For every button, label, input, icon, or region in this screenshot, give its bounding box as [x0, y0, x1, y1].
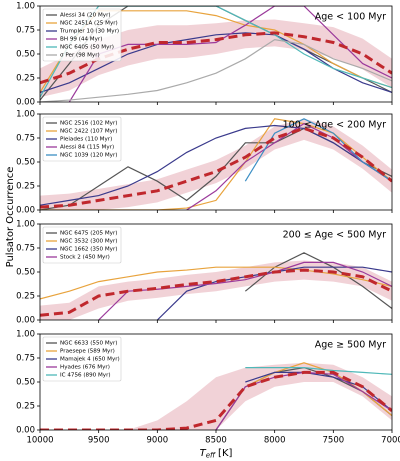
x-tick-label: 9500: [88, 436, 110, 446]
series-line: [68, 6, 392, 102]
legend-label: IC 4756 (890 Myr): [60, 373, 111, 379]
x-tick-label: 9000: [147, 436, 169, 446]
legend-label: Mamajek 4 (650 Myr): [60, 357, 120, 363]
y-tick-label: 0.50: [16, 378, 35, 388]
panel: 0.00 0.25 0.50 0.75 1.00 10000 9500 9000 8500 800…: [16, 330, 400, 460]
panel-title: 200 ≤ Age < 500 Myr: [283, 230, 386, 241]
y-tick-label: 1.00: [16, 330, 35, 340]
series-line: [245, 362, 392, 417]
y-tick-label: 1.00: [16, 110, 35, 120]
y-tick-label: 1.00: [16, 2, 35, 12]
legend-box: [42, 8, 122, 62]
y-tick-label: 0.25: [16, 402, 35, 412]
legend-label: NGC 6475 (205 Myr): [60, 231, 117, 237]
confidence-band: [40, 118, 392, 210]
legend-label: NGC 1039 (120 Myr): [60, 153, 117, 159]
legend-label: Hyades (676 Myr): [60, 365, 110, 371]
series-line: [40, 124, 392, 206]
x-axis-label-part: [K]: [218, 448, 232, 459]
legend-box: [42, 226, 122, 264]
series-line: [244, 252, 392, 309]
y-tick-label: 0.75: [16, 26, 35, 36]
panel: 0.00 0.25 0.50 0.75 1.00 100 ≤ Age < 200 Myr N…: [16, 110, 393, 216]
y-tick-label: 0.00: [16, 206, 35, 216]
panel-title: 100 ≤ Age < 200 Myr: [283, 120, 386, 131]
panel-title: Age < 100 Myr: [315, 12, 386, 23]
y-tick-label: 0.50: [16, 50, 35, 60]
legend-label: Alessi 34 (20 Myr): [60, 13, 111, 19]
legend-label: NGC 1662 (350 Myr): [60, 247, 117, 253]
series-line: [245, 367, 392, 375]
y-tick-label: 0.25: [16, 74, 35, 84]
y-tick-label: 0.25: [16, 292, 35, 302]
series-line: [40, 6, 392, 98]
x-tick-label: 7500: [323, 436, 345, 446]
panel-title: Age ≥ 500 Myr: [315, 340, 386, 351]
y-tick-label: 0.25: [16, 182, 35, 192]
x-tick-label: 8500: [205, 436, 227, 446]
y-tick-label: 0.50: [16, 268, 35, 278]
legend-label: Pleiades (110 Myr): [60, 137, 112, 143]
y-tick-label: 0.00: [16, 316, 35, 326]
legend-label: NGC 2516 (102 Myr): [60, 121, 117, 127]
legend-label: NGC 6633 (550 Myr): [60, 341, 117, 347]
x-tick-label: 10000: [26, 436, 53, 446]
mean-line: [40, 370, 392, 430]
y-tick-label: 0.00: [16, 426, 35, 436]
x-axis-label: Teff [K]: [200, 448, 233, 460]
legend-label: Alessi 84 (115 Myr): [60, 145, 114, 151]
legend-box: [42, 116, 122, 162]
confidence-band: [40, 19, 392, 98]
legend-label: NGC 2451A (25 Myr): [60, 21, 118, 27]
mean-line: [40, 126, 392, 209]
x-tick-label: 8000: [264, 436, 286, 446]
legend-label: BH 99 (44 Myr): [60, 37, 102, 43]
x-tick-label: 7000: [381, 436, 400, 446]
legend-label: σ Per (98 Myr): [60, 53, 100, 59]
legend-box: [42, 336, 122, 382]
x-axis-label-part: eff: [206, 452, 216, 460]
x-axis-label-part: T: [200, 448, 207, 459]
legend-label: Stock 2 (450 Myr): [60, 255, 110, 261]
panel: 0.00 0.25 0.50 0.75 1.00 Age < 100 Myr Alessi …: [16, 2, 393, 108]
y-tick-label: 0.75: [16, 244, 35, 254]
y-tick-label: 0.75: [16, 134, 35, 144]
legend-label: Praesepe (589 Myr): [60, 349, 115, 355]
y-axis-label: Pulsator Occurrence: [5, 167, 16, 268]
legend-label: NGC 6405 (50 Myr): [60, 45, 114, 51]
legend-label: NGC 2422 (107 Myr): [60, 129, 117, 135]
confidence-band: [40, 362, 392, 430]
confidence-band: [40, 260, 392, 320]
panel: 0.00 0.25 0.50 0.75 1.00 200 ≤ Age < 500 Myr N…: [16, 220, 393, 326]
y-tick-label: 1.00: [16, 220, 35, 230]
legend-label: NGC 3532 (300 Myr): [60, 239, 117, 245]
y-tick-label: 0.75: [16, 354, 35, 364]
series-line: [40, 38, 392, 102]
y-tick-label: 0.50: [16, 158, 35, 168]
legend-label: Trumpler 10 (30 Myr): [59, 29, 119, 35]
y-tick-label: 0.00: [16, 98, 35, 108]
series-line: [40, 266, 392, 300]
mean-line: [40, 268, 392, 317]
